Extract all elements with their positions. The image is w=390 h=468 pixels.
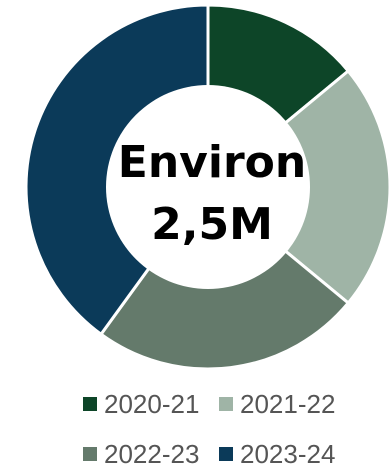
donut-hole [106,85,310,289]
legend-item-2020-21: 2020-21 [83,389,199,419]
legend: 2020-21 2021-22 2022-23 2023-24 [83,389,335,468]
legend-label-2020-21: 2020-21 [104,389,199,419]
legend-label-2022-23: 2022-23 [104,439,199,468]
legend-label-2021-22: 2021-22 [240,389,335,419]
center-label-line-2: 2,5M [151,199,273,250]
legend-swatch-2021-22 [219,397,233,411]
center-label-line-1: Environ [118,137,306,188]
legend-item-2023-24: 2023-24 [219,439,335,468]
legend-label-2023-24: 2023-24 [240,439,335,468]
legend-item-2021-22: 2021-22 [219,389,335,419]
legend-swatch-2022-23 [83,447,97,461]
legend-swatch-2020-21 [83,397,97,411]
legend-item-2022-23: 2022-23 [83,439,199,468]
legend-swatch-2023-24 [219,447,233,461]
